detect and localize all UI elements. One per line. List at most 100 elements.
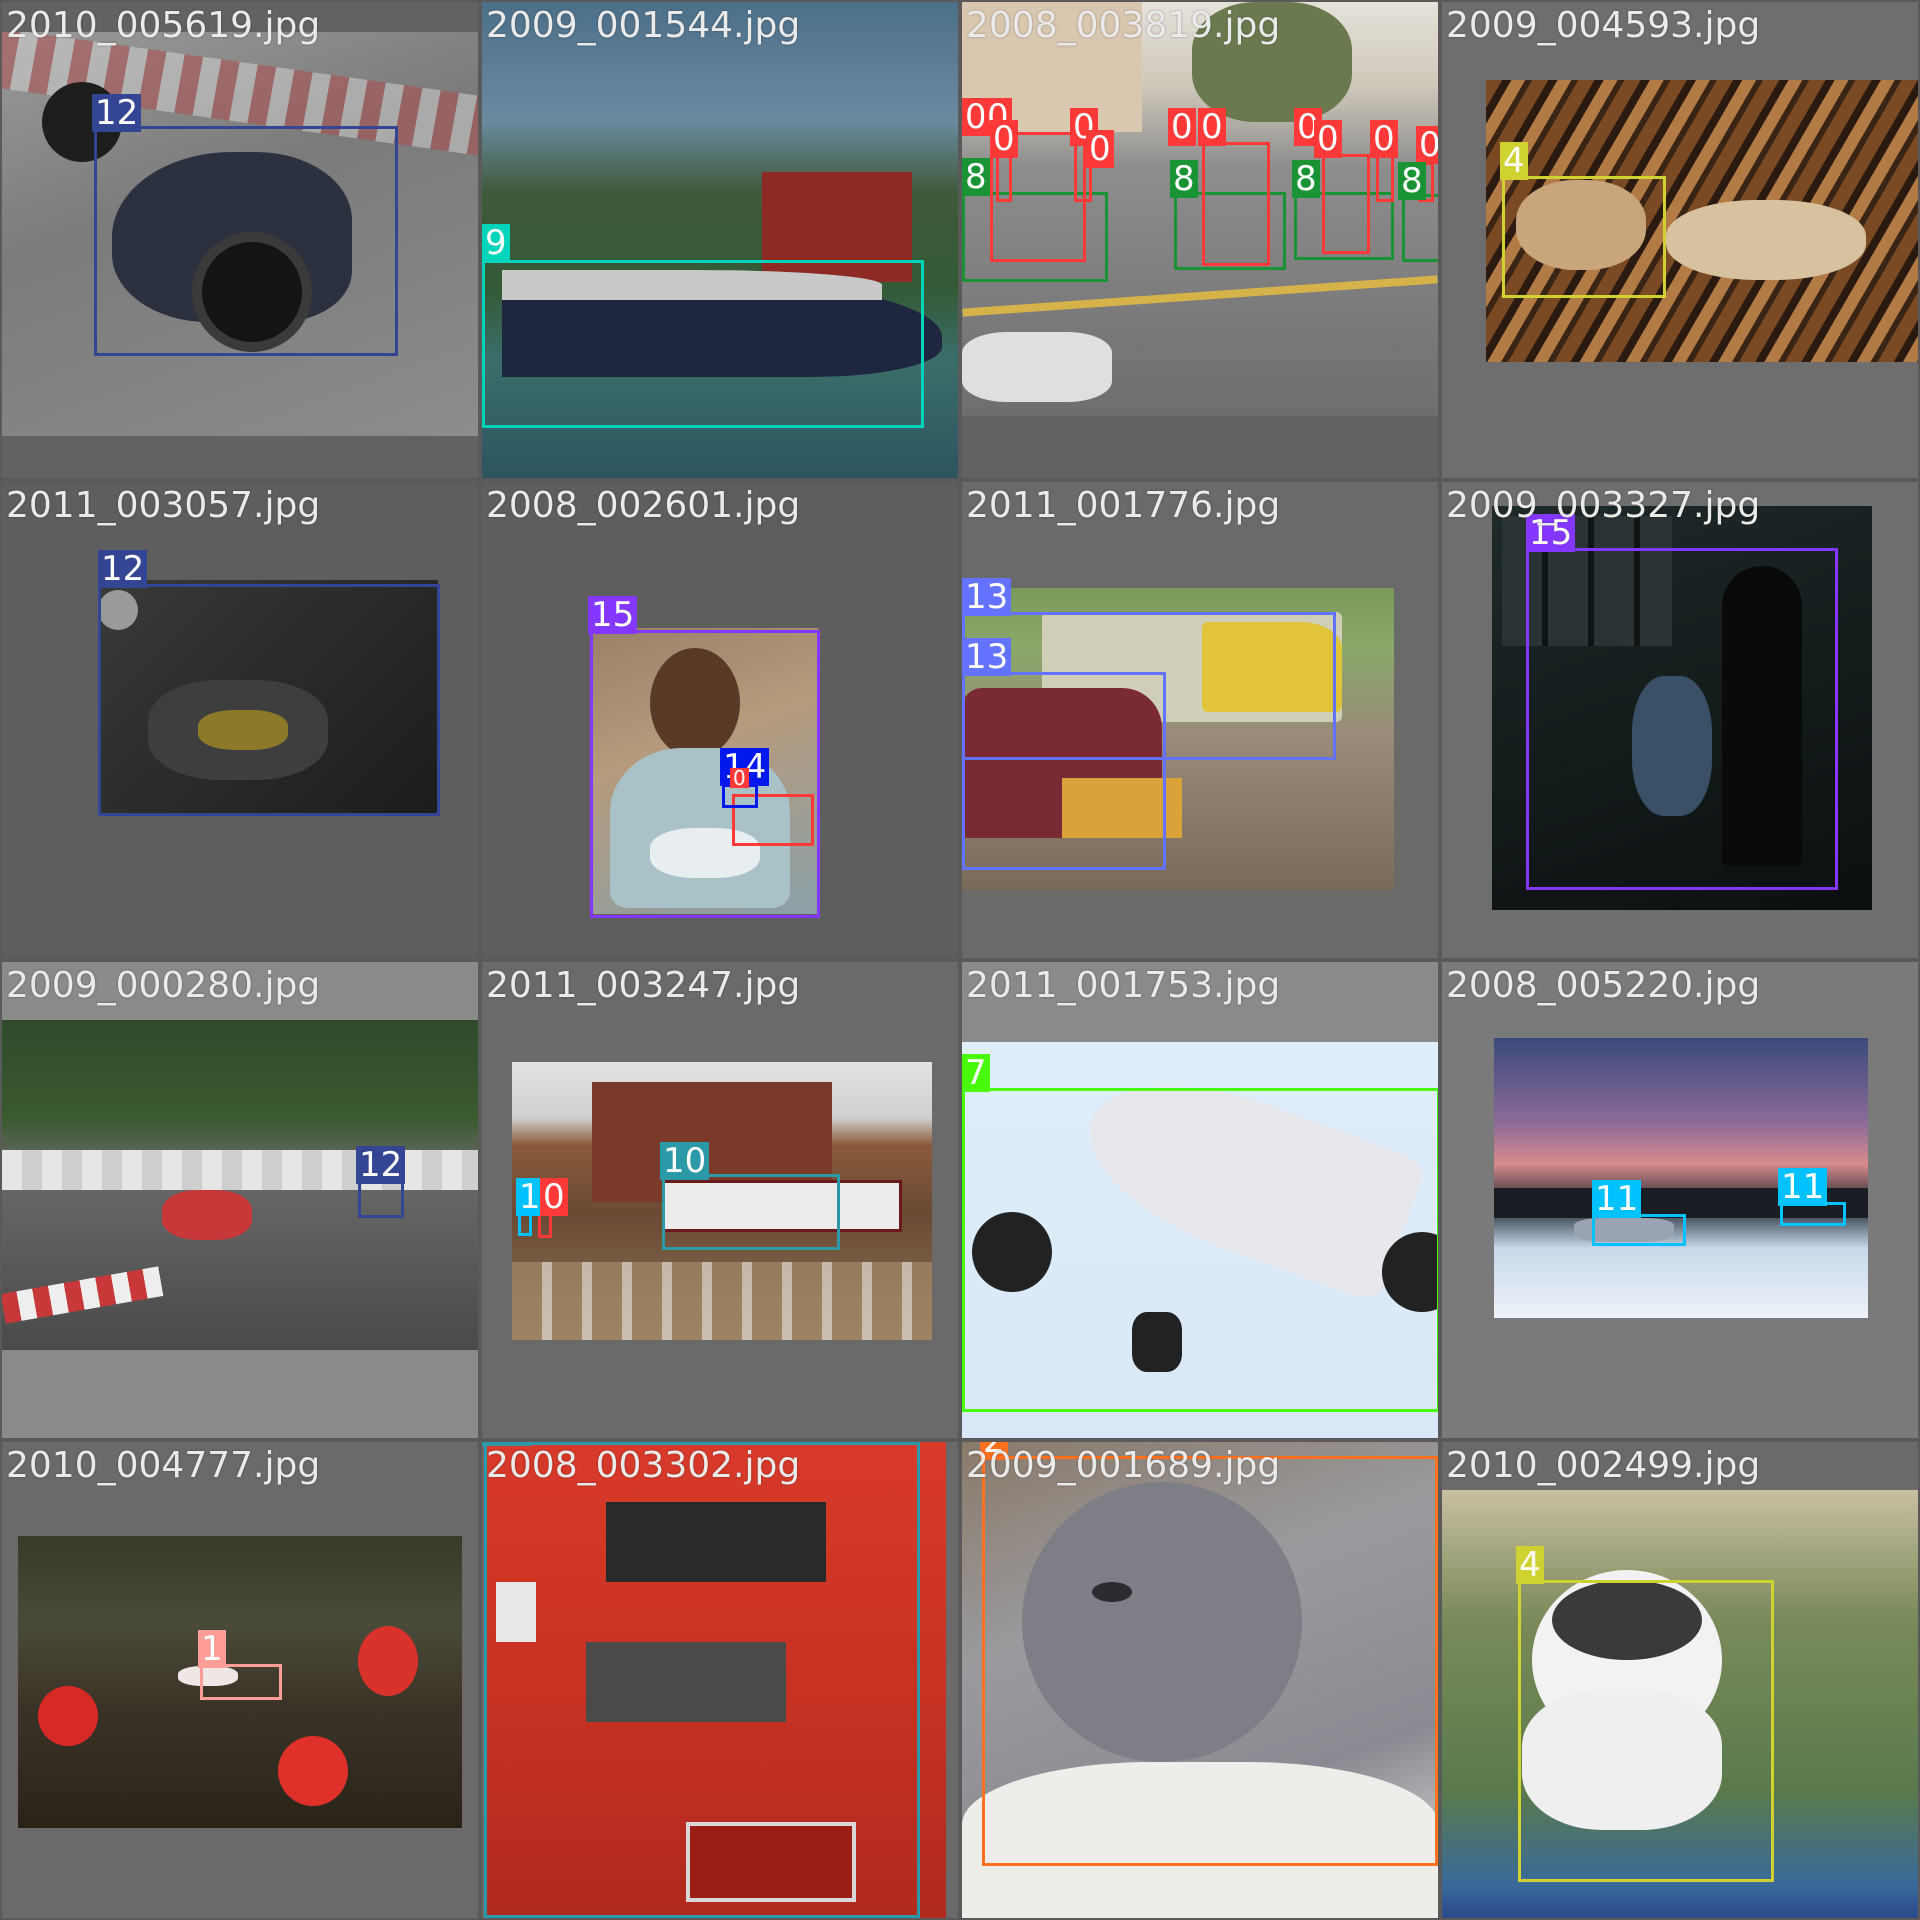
bbox [590, 630, 820, 918]
bbox-label: 12 [92, 94, 142, 132]
bbox [982, 1456, 1438, 1866]
tile: 2011_003247.jpg 10 11 0 [482, 962, 958, 1438]
filename: 2009_003327.jpg [1446, 485, 1761, 526]
bbox-label: 0 [730, 768, 749, 788]
bbox-label: 4 [1516, 1546, 1544, 1584]
bbox [1518, 1580, 1774, 1882]
photo [98, 580, 438, 816]
photo [1492, 506, 1872, 910]
bbox [1202, 142, 1270, 266]
filename: 2010_002499.jpg [1446, 1445, 1761, 1486]
bbox [732, 794, 814, 846]
bbox [1376, 152, 1394, 202]
bbox [990, 132, 1086, 262]
photo [486, 1442, 946, 1918]
bbox-label: 8 [1170, 160, 1198, 198]
bbox [1526, 548, 1838, 890]
bbox-label: 12 [356, 1146, 406, 1184]
bbox-label: 2 [980, 1442, 1008, 1460]
bbox [358, 1180, 404, 1218]
bbox [1322, 154, 1370, 254]
filename: 2008_002601.jpg [486, 485, 801, 526]
tile: 2009_001689.jpg 2 [962, 1442, 1438, 1918]
bbox-label: 0 [990, 120, 1018, 158]
bbox-label: 9 [482, 224, 510, 262]
photo [1442, 1490, 1918, 1918]
bbox-label: 0 [1168, 108, 1196, 146]
filename: 2009_001689.jpg [966, 1445, 1281, 1486]
bbox-label: 4 [1500, 142, 1528, 180]
bbox [1294, 192, 1394, 260]
filename: 2011_001776.jpg [966, 485, 1281, 526]
filename: 2010_004777.jpg [6, 1445, 321, 1486]
bbox [1174, 192, 1286, 270]
bbox-label: 12 [98, 550, 148, 588]
photo [18, 1536, 462, 1828]
bbox [996, 152, 1012, 202]
bbox [662, 1174, 840, 1250]
bbox [962, 192, 1108, 282]
bbox [962, 672, 1166, 870]
bbox-label: 0 [1370, 120, 1398, 158]
bbox [94, 126, 398, 356]
filename: 2008_003302.jpg [486, 1445, 801, 1486]
filename: 2008_003819.jpg [966, 5, 1281, 46]
photo [2, 1020, 478, 1350]
bbox-label: 11 [1778, 1168, 1828, 1206]
filename: 2010_005619.jpg [6, 5, 321, 46]
photo [1486, 80, 1918, 362]
bbox-label: 8 [1292, 160, 1320, 198]
bbox-label: 10 [482, 1442, 532, 1446]
tile: 2010_004777.jpg 1 [2, 1442, 478, 1918]
filename: 2008_005220.jpg [1446, 965, 1761, 1006]
tile: 2008_003819.jpg 0 0 0 0 0 0 0 0 0 0 0 8 … [962, 2, 1438, 478]
bbox [200, 1664, 282, 1700]
bbox-label: 13 [962, 638, 1012, 676]
filename: 2009_001544.jpg [486, 5, 801, 46]
filename: 2011_003247.jpg [486, 965, 801, 1006]
bbox-label: 0 [1198, 108, 1226, 146]
bbox-label: 1 [198, 1630, 226, 1668]
bbox-label: 7 [962, 1054, 990, 1092]
tile: 2011_001753.jpg 7 [962, 962, 1438, 1438]
bbox [484, 1442, 920, 1918]
bbox-label: 8 [962, 158, 990, 196]
tile: 2010_002499.jpg 4 [1442, 1442, 1918, 1918]
photo [962, 1042, 1438, 1438]
bbox [1502, 176, 1666, 298]
bbox-label: 13 [962, 578, 1012, 616]
tile: 2008_005220.jpg 11 11 [1442, 962, 1918, 1438]
tile: 2010_005619.jpg 12 [2, 2, 478, 478]
bbox [1402, 194, 1438, 262]
bbox-label: 10 [660, 1142, 710, 1180]
bbox-label: 0 [1086, 130, 1114, 168]
bbox-label: 15 [588, 596, 638, 634]
bbox [98, 584, 440, 816]
bbox [482, 260, 924, 428]
bbox-label: 0 [1314, 120, 1342, 158]
filename: 2011_001753.jpg [966, 965, 1281, 1006]
tile: 2008_002601.jpg 15 14 0 [482, 482, 958, 958]
tile: 2008_003302.jpg 10 [482, 1442, 958, 1918]
photo [590, 628, 818, 914]
tile: 2011_001776.jpg 13 13 [962, 482, 1438, 958]
tile: 2009_000280.jpg 12 [2, 962, 478, 1438]
photo [962, 2, 1438, 416]
bbox-label: 0 [1416, 126, 1438, 164]
filename: 2011_003057.jpg [6, 485, 321, 526]
tile: 2009_003327.jpg 15 [1442, 482, 1918, 958]
tile: 2011_003057.jpg 12 [2, 482, 478, 958]
bbox [962, 1088, 1438, 1412]
tile: 2009_001544.jpg 9 [482, 2, 958, 478]
photo [962, 588, 1394, 890]
bbox-label: 15 [1526, 514, 1576, 552]
filename: 2009_000280.jpg [6, 965, 321, 1006]
photo [482, 2, 958, 478]
bbox-label: 11 [1592, 1180, 1642, 1218]
filename: 2009_004593.jpg [1446, 5, 1761, 46]
photo [512, 1062, 932, 1340]
tile: 2009_004593.jpg 4 [1442, 2, 1918, 478]
bbox-label: 0 [540, 1178, 568, 1216]
photo [962, 1442, 1438, 1918]
